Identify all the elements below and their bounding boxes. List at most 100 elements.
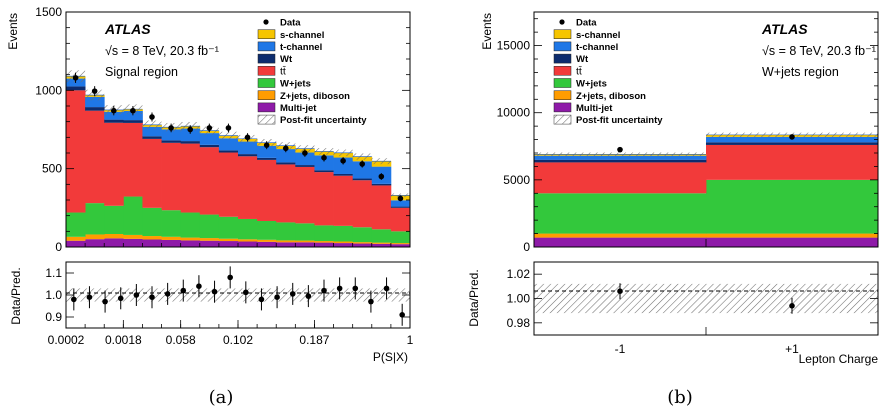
a-bar-t-channel-6 bbox=[180, 128, 201, 142]
a-legend-ttbar-swatch bbox=[257, 66, 276, 76]
b-legend-ttbar-label: tt̄ bbox=[576, 65, 582, 77]
a-bar-wt-14 bbox=[333, 173, 354, 176]
a-bar-z-jets-diboson-12 bbox=[295, 240, 315, 243]
a-legend-z-jets-diboson-swatch bbox=[257, 90, 276, 100]
b-ratio-y-tick-label: 1.02 bbox=[507, 267, 531, 281]
a-ratio-point-8 bbox=[196, 283, 202, 290]
a-x-tick-label: 0.102 bbox=[223, 333, 253, 347]
b-y-tick-label: 5000 bbox=[503, 173, 530, 187]
b-legend-w-jets-swatch bbox=[553, 78, 572, 88]
b-legend-z-jets-diboson-label: Z+jets, diboson bbox=[576, 91, 646, 102]
a-bar-wt-6 bbox=[180, 141, 201, 144]
a-data-point-15 bbox=[359, 161, 366, 167]
a-bar-wt-7 bbox=[199, 144, 220, 148]
b-legend-post-fit-uncertainty-label: Post-fit uncertainty bbox=[576, 115, 663, 126]
a-ratio-point-9 bbox=[211, 288, 218, 295]
a-bar-w-jets-5 bbox=[161, 210, 182, 237]
b-bar-w-jets-1 bbox=[706, 179, 879, 234]
a-ratio-point-10 bbox=[227, 274, 233, 281]
a-bar-multi-jet-11 bbox=[276, 242, 296, 247]
panel-a-ratio-y-title: Data/Pred. bbox=[9, 267, 23, 324]
a-bar-wt-2 bbox=[104, 119, 124, 123]
a-bar-w-jets-8 bbox=[218, 216, 239, 239]
a-bar-multi-jet-10 bbox=[257, 241, 277, 247]
a-bar-z-jets-diboson-0 bbox=[66, 236, 86, 241]
a-ratio-y-tick-label: 1.0 bbox=[45, 288, 62, 302]
a-bar-tt-4 bbox=[142, 138, 162, 208]
a-bar-t-channel-9 bbox=[238, 141, 258, 155]
a-bar-t-channel-10 bbox=[257, 145, 277, 158]
b-bar-wt-1 bbox=[706, 142, 879, 145]
a-data-point-4 bbox=[149, 114, 155, 120]
panel-b-caption: (b) bbox=[667, 387, 693, 408]
a-bar-z-jets-diboson-14 bbox=[333, 241, 354, 244]
a-bar-z-jets-diboson-7 bbox=[199, 238, 220, 241]
a-bar-tt-7 bbox=[199, 147, 220, 215]
b-ratio-point-1 bbox=[789, 303, 795, 309]
a-data-point-7 bbox=[206, 125, 213, 131]
a-bar-wt-16 bbox=[371, 183, 392, 186]
a-ratio-y-tick-label: 1.1 bbox=[45, 266, 62, 280]
a-ratio-point-15 bbox=[305, 293, 312, 299]
b-legend-t-channel-label: t-channel bbox=[576, 42, 618, 53]
a-bar-z-jets-diboson-1 bbox=[85, 234, 105, 240]
a-ratio-point-17 bbox=[336, 285, 343, 292]
panel-b-stack bbox=[534, 134, 879, 247]
a-bar-z-jets-diboson-11 bbox=[276, 240, 296, 243]
a-legend-s-channel-swatch bbox=[257, 29, 276, 39]
a-bar-z-jets-diboson-3 bbox=[123, 234, 143, 239]
panel-a-y-title: Events bbox=[6, 13, 20, 50]
a-bar-multi-jet-16 bbox=[371, 243, 392, 247]
a-bar-tt-5 bbox=[161, 142, 182, 211]
a-legend-post-fit-uncertainty-label: Post-fit uncertainty bbox=[280, 115, 367, 126]
b-bar-multi-jet-0 bbox=[534, 237, 707, 247]
b-legend-s-channel-swatch bbox=[553, 29, 572, 39]
b-bar-tt-0 bbox=[534, 162, 707, 194]
a-ratio-point-13 bbox=[274, 294, 280, 301]
a-bar-z-jets-diboson-15 bbox=[352, 242, 373, 244]
a-legend-w-jets-swatch bbox=[257, 78, 276, 88]
b-x-tick-label: -1 bbox=[615, 342, 626, 356]
b-legend-multi-jet-swatch bbox=[553, 102, 572, 113]
a-bar-w-jets-16 bbox=[371, 229, 392, 243]
a-bar-wt-17 bbox=[390, 206, 411, 208]
a-bar-w-jets-17 bbox=[390, 231, 411, 244]
a-x-tick-label: 0.0018 bbox=[105, 333, 142, 347]
a-bar-w-jets-9 bbox=[238, 218, 258, 240]
panel-b-y-title: Events bbox=[480, 13, 494, 50]
a-bar-w-jets-4 bbox=[142, 207, 162, 237]
b-data-point-1 bbox=[789, 134, 795, 140]
a-bar-w-jets-0 bbox=[66, 212, 86, 237]
a-bar-w-jets-15 bbox=[352, 227, 373, 243]
a-bar-wt-15 bbox=[352, 178, 373, 181]
a-bar-z-jets-diboson-17 bbox=[390, 243, 411, 245]
a-bar-tt-12 bbox=[295, 166, 315, 224]
a-bar-w-jets-12 bbox=[295, 223, 315, 241]
a-ratio-point-21 bbox=[399, 312, 405, 318]
b-legend-t-channel-swatch bbox=[553, 41, 572, 52]
a-bar-multi-jet-2 bbox=[104, 238, 124, 247]
a-bar-multi-jet-9 bbox=[238, 241, 258, 247]
a-ratio-point-11 bbox=[243, 289, 249, 296]
a-ratio-point-18 bbox=[352, 285, 359, 292]
a-bar-tt-16 bbox=[371, 185, 392, 230]
a-bar-tt-13 bbox=[314, 172, 334, 226]
a-x-tick-label: 0.0002 bbox=[48, 333, 85, 347]
b-bar-wt-0 bbox=[534, 159, 707, 163]
a-bar-tt-14 bbox=[333, 175, 354, 226]
a-bar-wt-0 bbox=[66, 86, 86, 91]
b-bar-z-jets-diboson-0 bbox=[534, 233, 707, 238]
a-bar-w-jets-7 bbox=[199, 214, 220, 239]
a-bar-z-jets-diboson-4 bbox=[142, 236, 162, 240]
a-bar-w-jets-2 bbox=[104, 205, 124, 234]
b-data-point-0 bbox=[617, 146, 623, 153]
a-bar-multi-jet-12 bbox=[295, 242, 315, 247]
a-bar-multi-jet-15 bbox=[352, 243, 373, 247]
a-bar-w-jets-6 bbox=[180, 212, 201, 238]
a-ratio-point-14 bbox=[289, 291, 296, 297]
panel-b-atlas-label: ATLAS bbox=[761, 21, 808, 37]
a-bar-wt-11 bbox=[276, 162, 296, 165]
a-legend-wt-swatch bbox=[257, 53, 276, 64]
a-data-point-10 bbox=[263, 142, 270, 148]
